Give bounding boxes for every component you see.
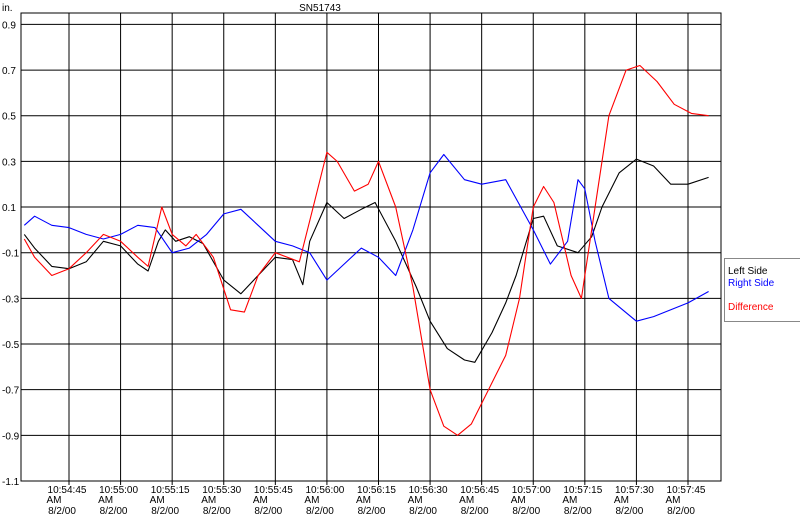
y-tick-label: 0.1 [2,203,16,214]
x-tick-time: 10:55:30 [202,485,241,496]
x-tick-date: 8/2/00 [203,506,231,517]
x-tick-date: 8/2/00 [564,506,592,517]
x-tick-date: 8/2/00 [254,506,282,517]
x-tick-time: 10:57:15 [563,485,602,496]
x-tick-time: 10:56:00 [305,485,344,496]
x-tick-time: 10:54:45 [48,485,87,496]
x-tick-date: 8/2/00 [667,506,695,517]
y-tick-label: -0.3 [2,294,20,305]
x-tick-date: 8/2/00 [100,506,128,517]
x-tick-time: 10:55:15 [151,485,190,496]
x-tick-ampm: AM [98,495,113,506]
x-tick-time: 10:57:30 [615,485,654,496]
x-tick-date: 8/2/00 [151,506,179,517]
plot-area [20,12,722,482]
y-tick-label: 0.3 [2,157,16,168]
x-tick-ampm: AM [666,495,681,506]
x-tick-ampm: AM [304,495,319,506]
x-tick-ampm: AM [562,495,577,506]
y-tick-label: -0.1 [2,249,20,260]
x-tick-ampm: AM [356,495,371,506]
x-tick-time: 10:57:00 [512,485,551,496]
x-tick-date: 8/2/00 [306,506,334,517]
legend-item-difference: Difference [728,302,774,313]
y-tick-label: 0.5 [2,112,16,123]
y-axis-unit: in. [2,3,13,14]
x-tick-time: 10:56:45 [460,485,499,496]
y-tick-label: 0.7 [2,66,16,77]
x-tick-time: 10:55:00 [99,485,138,496]
x-tick-ampm: AM [614,495,629,506]
x-tick-ampm: AM [408,495,423,506]
series-layer [23,64,709,436]
series-line [23,158,709,363]
x-tick-ampm: AM [253,495,268,506]
y-tick-label: -0.5 [2,340,20,351]
series-difference [23,64,709,436]
grid [20,12,722,485]
y-tick-label: -0.7 [2,386,20,397]
x-tick-ampm: AM [201,495,216,506]
y-tick-label: -1.1 [2,477,20,488]
x-tick-time: 10:55:45 [254,485,293,496]
x-tick-date: 8/2/00 [616,506,644,517]
x-tick-date: 8/2/00 [358,506,386,517]
x-tick-date: 8/2/00 [48,506,76,517]
x-tick-date: 8/2/00 [461,506,489,517]
y-tick-label: 0.9 [2,20,16,31]
y-tick-label: -0.9 [2,431,20,442]
x-tick-ampm: AM [511,495,526,506]
axis-labels: 0.9 0.7 0.5 0.3 0.1 -0.1 -0.3 -0.5 -0.7 -0.9 -1.1 1… [2,20,706,517]
legend: Left Side Right Side Difference [724,258,800,322]
legend-item-left-side: Left Side [728,266,768,277]
x-tick-date: 8/2/00 [409,506,437,517]
legend-item-right-side: Right Side [728,278,775,289]
x-tick-time: 10:57:45 [667,485,706,496]
x-tick-date: 8/2/00 [512,506,540,517]
x-tick-ampm: AM [459,495,474,506]
series-right-side [23,153,709,322]
x-tick-time: 10:56:30 [409,485,448,496]
x-tick-time: 10:56:15 [357,485,396,496]
x-tick-ampm: AM [47,495,62,506]
x-tick-ampm: AM [150,495,165,506]
chart-title: SN51743 [299,3,341,14]
